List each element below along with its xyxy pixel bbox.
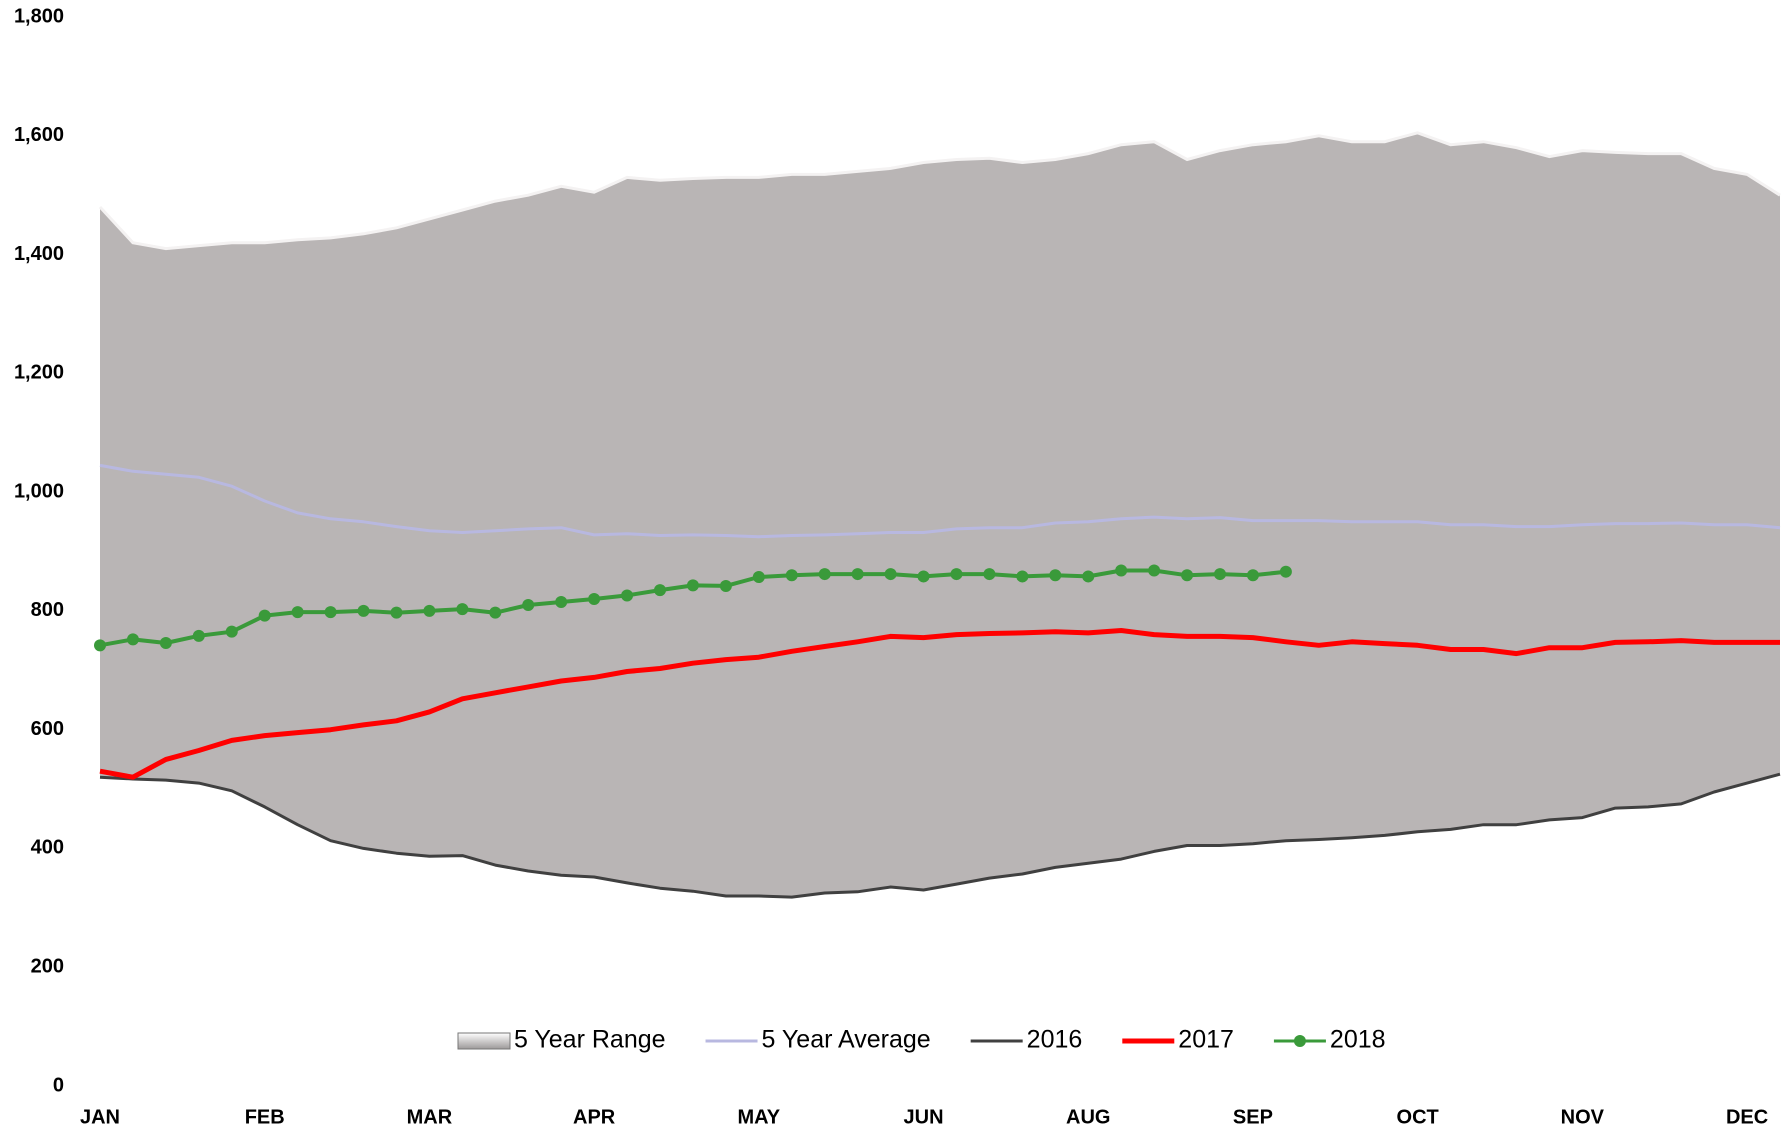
x-tick-label: SEP	[1233, 1106, 1273, 1128]
x-tick-label: OCT	[1397, 1106, 1439, 1128]
range-area	[100, 132, 1780, 898]
x-tick-label: JUN	[904, 1106, 944, 1128]
data-point	[94, 639, 106, 652]
data-point	[1214, 568, 1226, 581]
x-tick-label: MAR	[407, 1106, 453, 1128]
legend-label: 5 Year Average	[762, 1026, 931, 1054]
data-point	[654, 584, 666, 597]
data-point	[884, 568, 897, 581]
y-tick-label: 1,200	[14, 362, 64, 384]
data-point	[258, 609, 271, 622]
series-line	[99, 772, 1781, 899]
data-point	[752, 571, 765, 584]
data-point	[390, 606, 403, 619]
data-point	[159, 636, 172, 649]
data-point	[1016, 570, 1029, 583]
data-point	[621, 589, 634, 602]
y-tick-label: 1,400	[14, 243, 64, 265]
x-tick-label: NOV	[1561, 1106, 1605, 1128]
y-tick-label: 800	[31, 599, 64, 621]
data-point	[357, 604, 370, 617]
x-tick-label: DEC	[1726, 1106, 1768, 1128]
data-point	[1148, 564, 1161, 577]
legend-label: 2018	[1330, 1026, 1386, 1054]
y-tick-label: 600	[31, 718, 64, 740]
data-point	[489, 606, 502, 619]
data-point	[1082, 570, 1095, 583]
data-point	[818, 568, 831, 581]
data-point	[456, 603, 469, 616]
data-point	[324, 606, 337, 619]
data-point	[785, 569, 798, 582]
y-tick-label: 1,600	[14, 124, 64, 146]
data-point	[1279, 565, 1292, 578]
data-point	[126, 633, 139, 646]
data-point	[588, 593, 601, 606]
x-tick-label: MAY	[738, 1106, 781, 1128]
y-tick-label: 0	[53, 1074, 64, 1096]
y-tick-label: 400	[31, 837, 64, 859]
legend-label: 2017	[1178, 1026, 1234, 1054]
legend-marker	[1293, 1035, 1306, 1047]
data-point	[1115, 564, 1128, 577]
range-edge	[98, 131, 1781, 251]
legend-label: 5 Year Range	[514, 1026, 666, 1054]
data-point	[719, 579, 732, 592]
data-point	[192, 629, 205, 642]
y-tick-label: 1,800	[14, 5, 64, 27]
data-point	[950, 568, 963, 581]
series-line	[99, 463, 1781, 539]
x-tick-label: FEB	[245, 1106, 285, 1128]
x-tick-label: APR	[573, 1106, 616, 1128]
data-point	[1049, 569, 1062, 582]
data-point	[225, 625, 238, 638]
x-tick-label: JAN	[80, 1106, 120, 1128]
legend-label: 2016	[1027, 1026, 1083, 1054]
data-point	[1246, 569, 1259, 582]
data-point	[983, 568, 996, 581]
data-point	[555, 595, 568, 608]
y-tick-label: 200	[31, 956, 64, 978]
data-point	[423, 604, 436, 617]
data-point	[851, 568, 864, 581]
y-tick-label: 1,000	[14, 480, 64, 502]
data-point	[917, 570, 930, 583]
data-point	[522, 598, 535, 611]
data-point	[1181, 569, 1194, 582]
series-line	[99, 628, 1780, 780]
data-point	[291, 606, 304, 619]
legend-swatch	[457, 1032, 511, 1050]
data-point	[686, 579, 699, 592]
x-tick-label: AUG	[1066, 1106, 1110, 1128]
